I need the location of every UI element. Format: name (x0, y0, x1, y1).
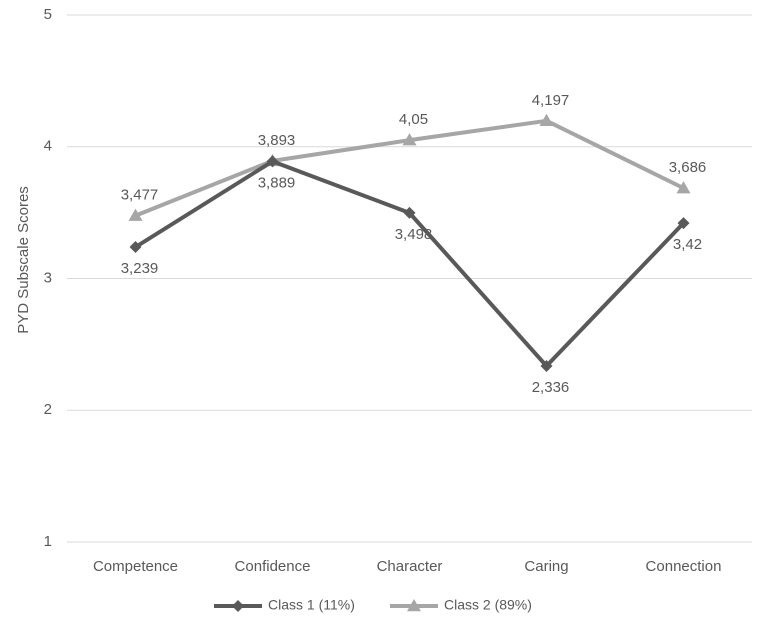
data-label: 3,239 (121, 260, 159, 277)
series-1 (129, 155, 690, 372)
diamond-marker (266, 155, 279, 168)
triangle-marker (402, 133, 417, 146)
x-category-label: Connection (646, 558, 722, 575)
data-labels: 3,239 3,889 3,498 2,336 3,42 3,477 3,893 4,05 4,… (121, 92, 707, 396)
y-tick-label: 5 (44, 6, 52, 23)
triangle-marker (128, 208, 143, 221)
legend: Class 1 (11%) Class 2 (89%) (214, 597, 532, 613)
data-label: 4,197 (532, 92, 570, 109)
diamond-marker (232, 600, 244, 612)
series-group (128, 113, 691, 372)
x-category-label: Caring (524, 558, 568, 575)
triangle-marker (407, 599, 421, 612)
x-category-label: Character (377, 558, 443, 575)
y-tick-label: 2 (44, 401, 52, 418)
y-tick-label: 3 (44, 269, 52, 286)
data-label: 3,686 (669, 159, 707, 176)
x-category-label: Competence (93, 558, 178, 575)
data-label: 3,498 (395, 226, 433, 243)
data-label: 3,889 (258, 174, 296, 191)
data-label: 4,05 (399, 111, 428, 128)
legend-item-1: Class 1 (11%) (214, 597, 355, 613)
data-label: 3,42 (673, 236, 702, 253)
data-label: 3,893 (258, 132, 296, 149)
data-label: 2,336 (532, 379, 570, 396)
gridlines (67, 14, 752, 543)
y-tick-label: 1 (44, 533, 52, 550)
data-label: 3,477 (121, 187, 159, 204)
diamond-marker (129, 241, 142, 254)
series-2 (128, 113, 691, 221)
triangle-marker (539, 113, 554, 127)
y-axis-ticks: 1 2 3 4 5 (44, 6, 52, 550)
x-category-label: Confidence (235, 558, 311, 575)
legend-item-2: Class 2 (89%) (390, 597, 532, 613)
x-axis-categories: Competence Confidence Character Caring Conne… (93, 558, 721, 575)
triangle-marker (676, 181, 691, 194)
y-tick-label: 4 (44, 138, 52, 155)
diamond-marker (540, 359, 553, 372)
diamond-marker (677, 217, 690, 230)
diamond-marker (403, 206, 416, 219)
series-line (134, 159, 685, 368)
y-axis-label: PYD Subscale Scores (15, 186, 32, 334)
legend-label: Class 1 (11%) (268, 597, 355, 613)
legend-label: Class 2 (89%) (444, 597, 532, 613)
